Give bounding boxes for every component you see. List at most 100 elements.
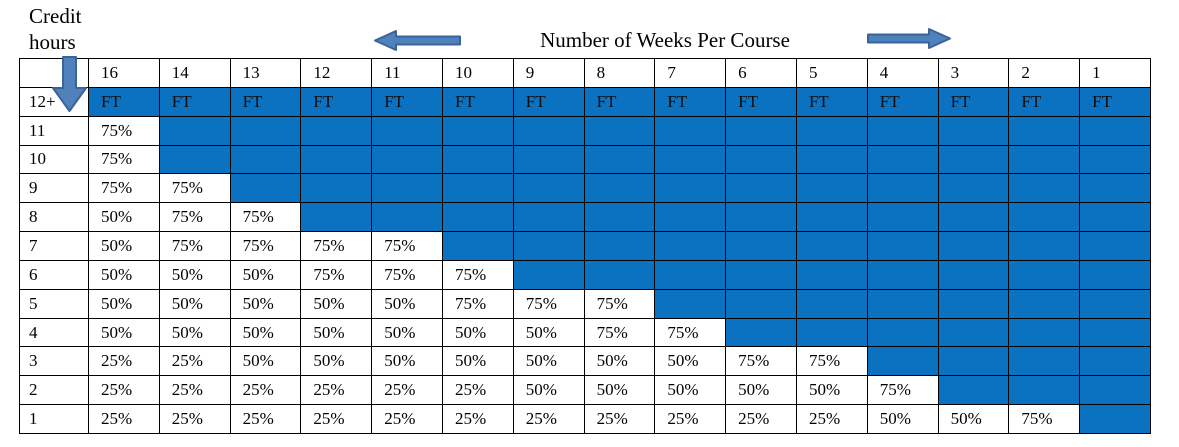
table-cell: 50% xyxy=(937,404,1010,434)
table-cell: 50% xyxy=(229,346,302,377)
table-row: 5 50% 50% 50% 50% 50% 75% 75% 75% xyxy=(19,288,1151,319)
table-cell: 50% xyxy=(441,346,514,377)
table-cell: 50% xyxy=(795,375,868,406)
table-cell: 75% xyxy=(88,144,160,175)
table-cell: 50% xyxy=(654,375,727,406)
table-cell: 50% xyxy=(512,317,585,348)
table-cell xyxy=(866,115,939,146)
table-row: 12+ FT FT FT FT FT FT FT FT FT FT FT FT FT FT FT xyxy=(19,86,1151,117)
table-cell xyxy=(229,144,302,175)
row-label: 6 xyxy=(19,259,89,290)
column-header: 1 xyxy=(1079,58,1151,88)
table-cell: FT xyxy=(937,86,1010,117)
table-cell: 25% xyxy=(300,404,373,434)
table-cell xyxy=(795,115,868,146)
table-cell xyxy=(937,317,1010,348)
table-cell: 25% xyxy=(229,375,302,406)
table-cell xyxy=(300,115,373,146)
column-header: 9 xyxy=(512,58,585,88)
table-cell xyxy=(1008,202,1081,233)
table-cell: 50% xyxy=(88,317,160,348)
table-cell xyxy=(725,288,797,319)
column-header: 3 xyxy=(937,58,1010,88)
table-cell xyxy=(229,173,302,204)
table-cell: FT xyxy=(1079,86,1151,117)
column-header: 11 xyxy=(371,58,443,88)
table-cell xyxy=(512,231,585,261)
table-cell: 50% xyxy=(229,259,302,290)
table-cell xyxy=(725,231,797,261)
table-cell xyxy=(441,231,514,261)
table-row: 7 50% 75% 75% 75% 75% xyxy=(19,231,1151,261)
table-cell: FT xyxy=(88,86,160,117)
table-cell: 75% xyxy=(866,375,939,406)
row-label: 11 xyxy=(19,115,89,146)
table-cell xyxy=(1079,144,1151,175)
table-cell: 25% xyxy=(583,404,656,434)
table-cell: 25% xyxy=(158,404,231,434)
table-cell xyxy=(1079,259,1151,290)
table-cell: 25% xyxy=(795,404,868,434)
column-header: 4 xyxy=(866,58,939,88)
table-cell: FT xyxy=(866,86,939,117)
table-cell: 50% xyxy=(654,346,727,377)
table-cell xyxy=(725,202,797,233)
table-cell: 75% xyxy=(300,231,373,261)
table-cell: 75% xyxy=(441,288,514,319)
table-cell: 75% xyxy=(583,317,656,348)
table-cell xyxy=(937,346,1010,377)
table-cell: 25% xyxy=(88,404,160,434)
table-cell xyxy=(300,173,373,204)
table-cell: 50% xyxy=(441,317,514,348)
table-cell xyxy=(300,144,373,175)
column-header: 16 xyxy=(88,58,160,88)
header-row: 16 14 13 12 11 10 9 8 7 6 5 4 3 2 1 xyxy=(19,58,1151,88)
table-row: 2 25% 25% 25% 25% 25% 25% 50% 50% 50% 50% 50% 75% xyxy=(19,375,1151,406)
table-cell xyxy=(654,231,727,261)
table-cell xyxy=(795,317,868,348)
table-cell: 75% xyxy=(725,346,797,377)
table-cell xyxy=(1079,173,1151,204)
column-header: 12 xyxy=(300,58,373,88)
table-cell xyxy=(158,115,231,146)
table-cell xyxy=(1079,346,1151,377)
table-cell xyxy=(795,231,868,261)
table-cell: 50% xyxy=(88,259,160,290)
row-label: 2 xyxy=(19,375,89,406)
table-cell: 50% xyxy=(725,375,797,406)
table-cell xyxy=(158,144,231,175)
table-cell xyxy=(512,202,585,233)
row-label: 8 xyxy=(19,202,89,233)
table-cell: 75% xyxy=(229,231,302,261)
column-header: 5 xyxy=(795,58,868,88)
table-cell xyxy=(512,259,585,290)
table-cell xyxy=(512,144,585,175)
table-cell xyxy=(1079,375,1151,406)
table-cell xyxy=(937,231,1010,261)
table-cell: 75% xyxy=(371,259,443,290)
table-cell: FT xyxy=(583,86,656,117)
table-cell: 50% xyxy=(583,346,656,377)
table-cell xyxy=(866,288,939,319)
table-cell xyxy=(795,202,868,233)
table-cell: 75% xyxy=(88,115,160,146)
table-cell xyxy=(583,259,656,290)
table-cell xyxy=(937,288,1010,319)
table-cell: 50% xyxy=(371,317,443,348)
column-header: 7 xyxy=(654,58,727,88)
table-cell xyxy=(654,173,727,204)
table-cell xyxy=(441,144,514,175)
table-cell xyxy=(371,115,443,146)
table-cell xyxy=(1079,115,1151,146)
table-cell xyxy=(725,173,797,204)
down-arrow-icon xyxy=(52,56,87,112)
table-cell: 25% xyxy=(88,346,160,377)
table-cell: 50% xyxy=(88,288,160,319)
table-cell xyxy=(654,202,727,233)
table-cell: FT xyxy=(441,86,514,117)
table-cell: 75% xyxy=(88,173,160,204)
table-cell: 75% xyxy=(583,288,656,319)
table-cell xyxy=(937,375,1010,406)
table-cell: 25% xyxy=(371,404,443,434)
table-cell: FT xyxy=(229,86,302,117)
